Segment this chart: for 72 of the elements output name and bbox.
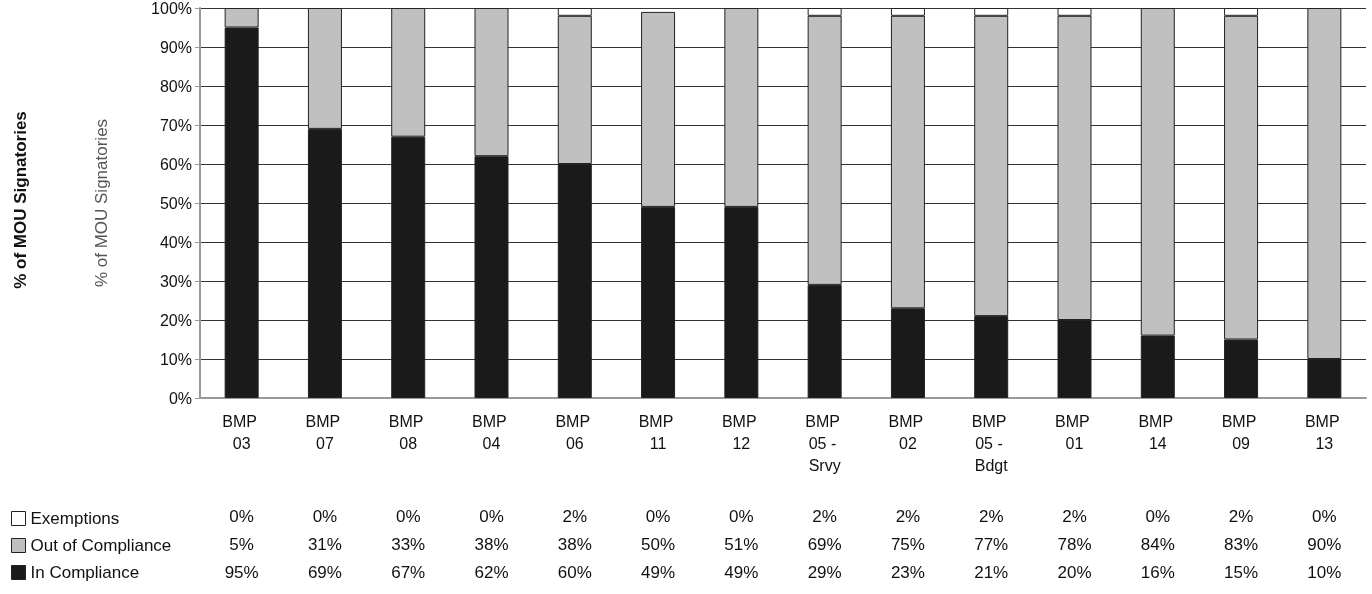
x-tick-label: BMP 01 [1055,412,1094,452]
data-label: 0% [229,506,254,526]
data-label: 38% [557,534,592,554]
data-label: 2% [562,506,588,526]
data-label: 84% [1140,534,1175,554]
x-tick-label: BMP 14 [1138,412,1178,452]
y-tick-label: 30% [159,272,192,290]
y-tick-label: 50% [159,194,192,212]
data-label: 21% [974,562,1009,582]
data-label: 50% [641,534,676,554]
x-tick-label: BMP 12 [721,412,761,452]
x-tick-label: BMP 02 [888,412,928,452]
x-tick-label: BMP 09 [1221,412,1261,452]
x-tick-label: BMP 03 [222,412,262,452]
data-label: 10% [1307,562,1342,582]
data-label: 49% [641,562,676,582]
data-label: 78% [1057,534,1092,554]
data-label: 2% [812,506,837,526]
data-label: 0% [479,506,504,526]
data-label: 51% [724,534,759,554]
data-label: 0% [1145,506,1171,526]
y-tick-label: 10% [159,350,192,368]
data-label: 0% [1312,506,1337,526]
x-tick-label: BMP 13 [1304,412,1344,452]
data-label: 0% [645,506,671,526]
y-tick-label: 0% [168,389,192,407]
data-label: 38% [474,534,509,554]
y-tick-label: 20% [159,311,192,329]
data-label: 2% [895,506,921,526]
data-label: 2% [978,506,1004,526]
y-tick-label: 80% [159,77,192,95]
data-label: 23% [890,562,925,582]
data-label: 75% [890,534,925,554]
x-tick-label: BMP 11 [638,412,678,452]
legend-label: In Compliance [30,563,140,582]
data-label: 77% [974,534,1009,554]
y-tick-label: 90% [159,38,192,56]
y-tick-label: 60% [159,155,192,173]
y-tick-label: 40% [159,233,192,251]
y-tick-label: 100% [151,0,192,17]
data-label: 67% [391,562,426,582]
data-label: 69% [307,562,342,582]
data-label: 0% [312,506,338,526]
x-tick-label: BMP 07 [305,412,345,452]
data-label: 20% [1057,562,1092,582]
legend-label: Exemptions [30,509,120,528]
data-label: 62% [474,562,509,582]
data-label: 31% [307,534,342,554]
data-label: 16% [1140,562,1175,582]
data-label: 90% [1307,534,1342,554]
text: % of MOU Signatories [10,111,30,289]
data-label: 0% [729,506,754,526]
data-label: 49% [724,562,759,582]
data-label: 69% [807,534,842,554]
x-tick-label: BMP 05 - Bdgt [971,412,1011,474]
data-label: 2% [1228,506,1254,526]
x-tick-label: BMP 08 [388,412,428,452]
data-label: 83% [1224,534,1259,554]
data-label: 5% [229,534,254,554]
data-label: 2% [1062,506,1087,526]
data-label: 60% [557,562,592,582]
x-tick-label: BMP 06 [555,412,595,452]
data-label: 95% [224,562,259,582]
data-label: 0% [395,506,421,526]
y-axis-title: % of MOU Signatories [92,118,111,288]
legend-label: Out of Compliance [30,536,172,555]
x-tick-label: BMP 04 [472,412,511,452]
x-tick-label: BMP 05 - Srvy [805,412,845,474]
data-label: 15% [1224,562,1259,582]
data-label: 29% [807,562,842,582]
data-label: 33% [391,534,426,554]
y-tick-label: 70% [159,116,192,134]
